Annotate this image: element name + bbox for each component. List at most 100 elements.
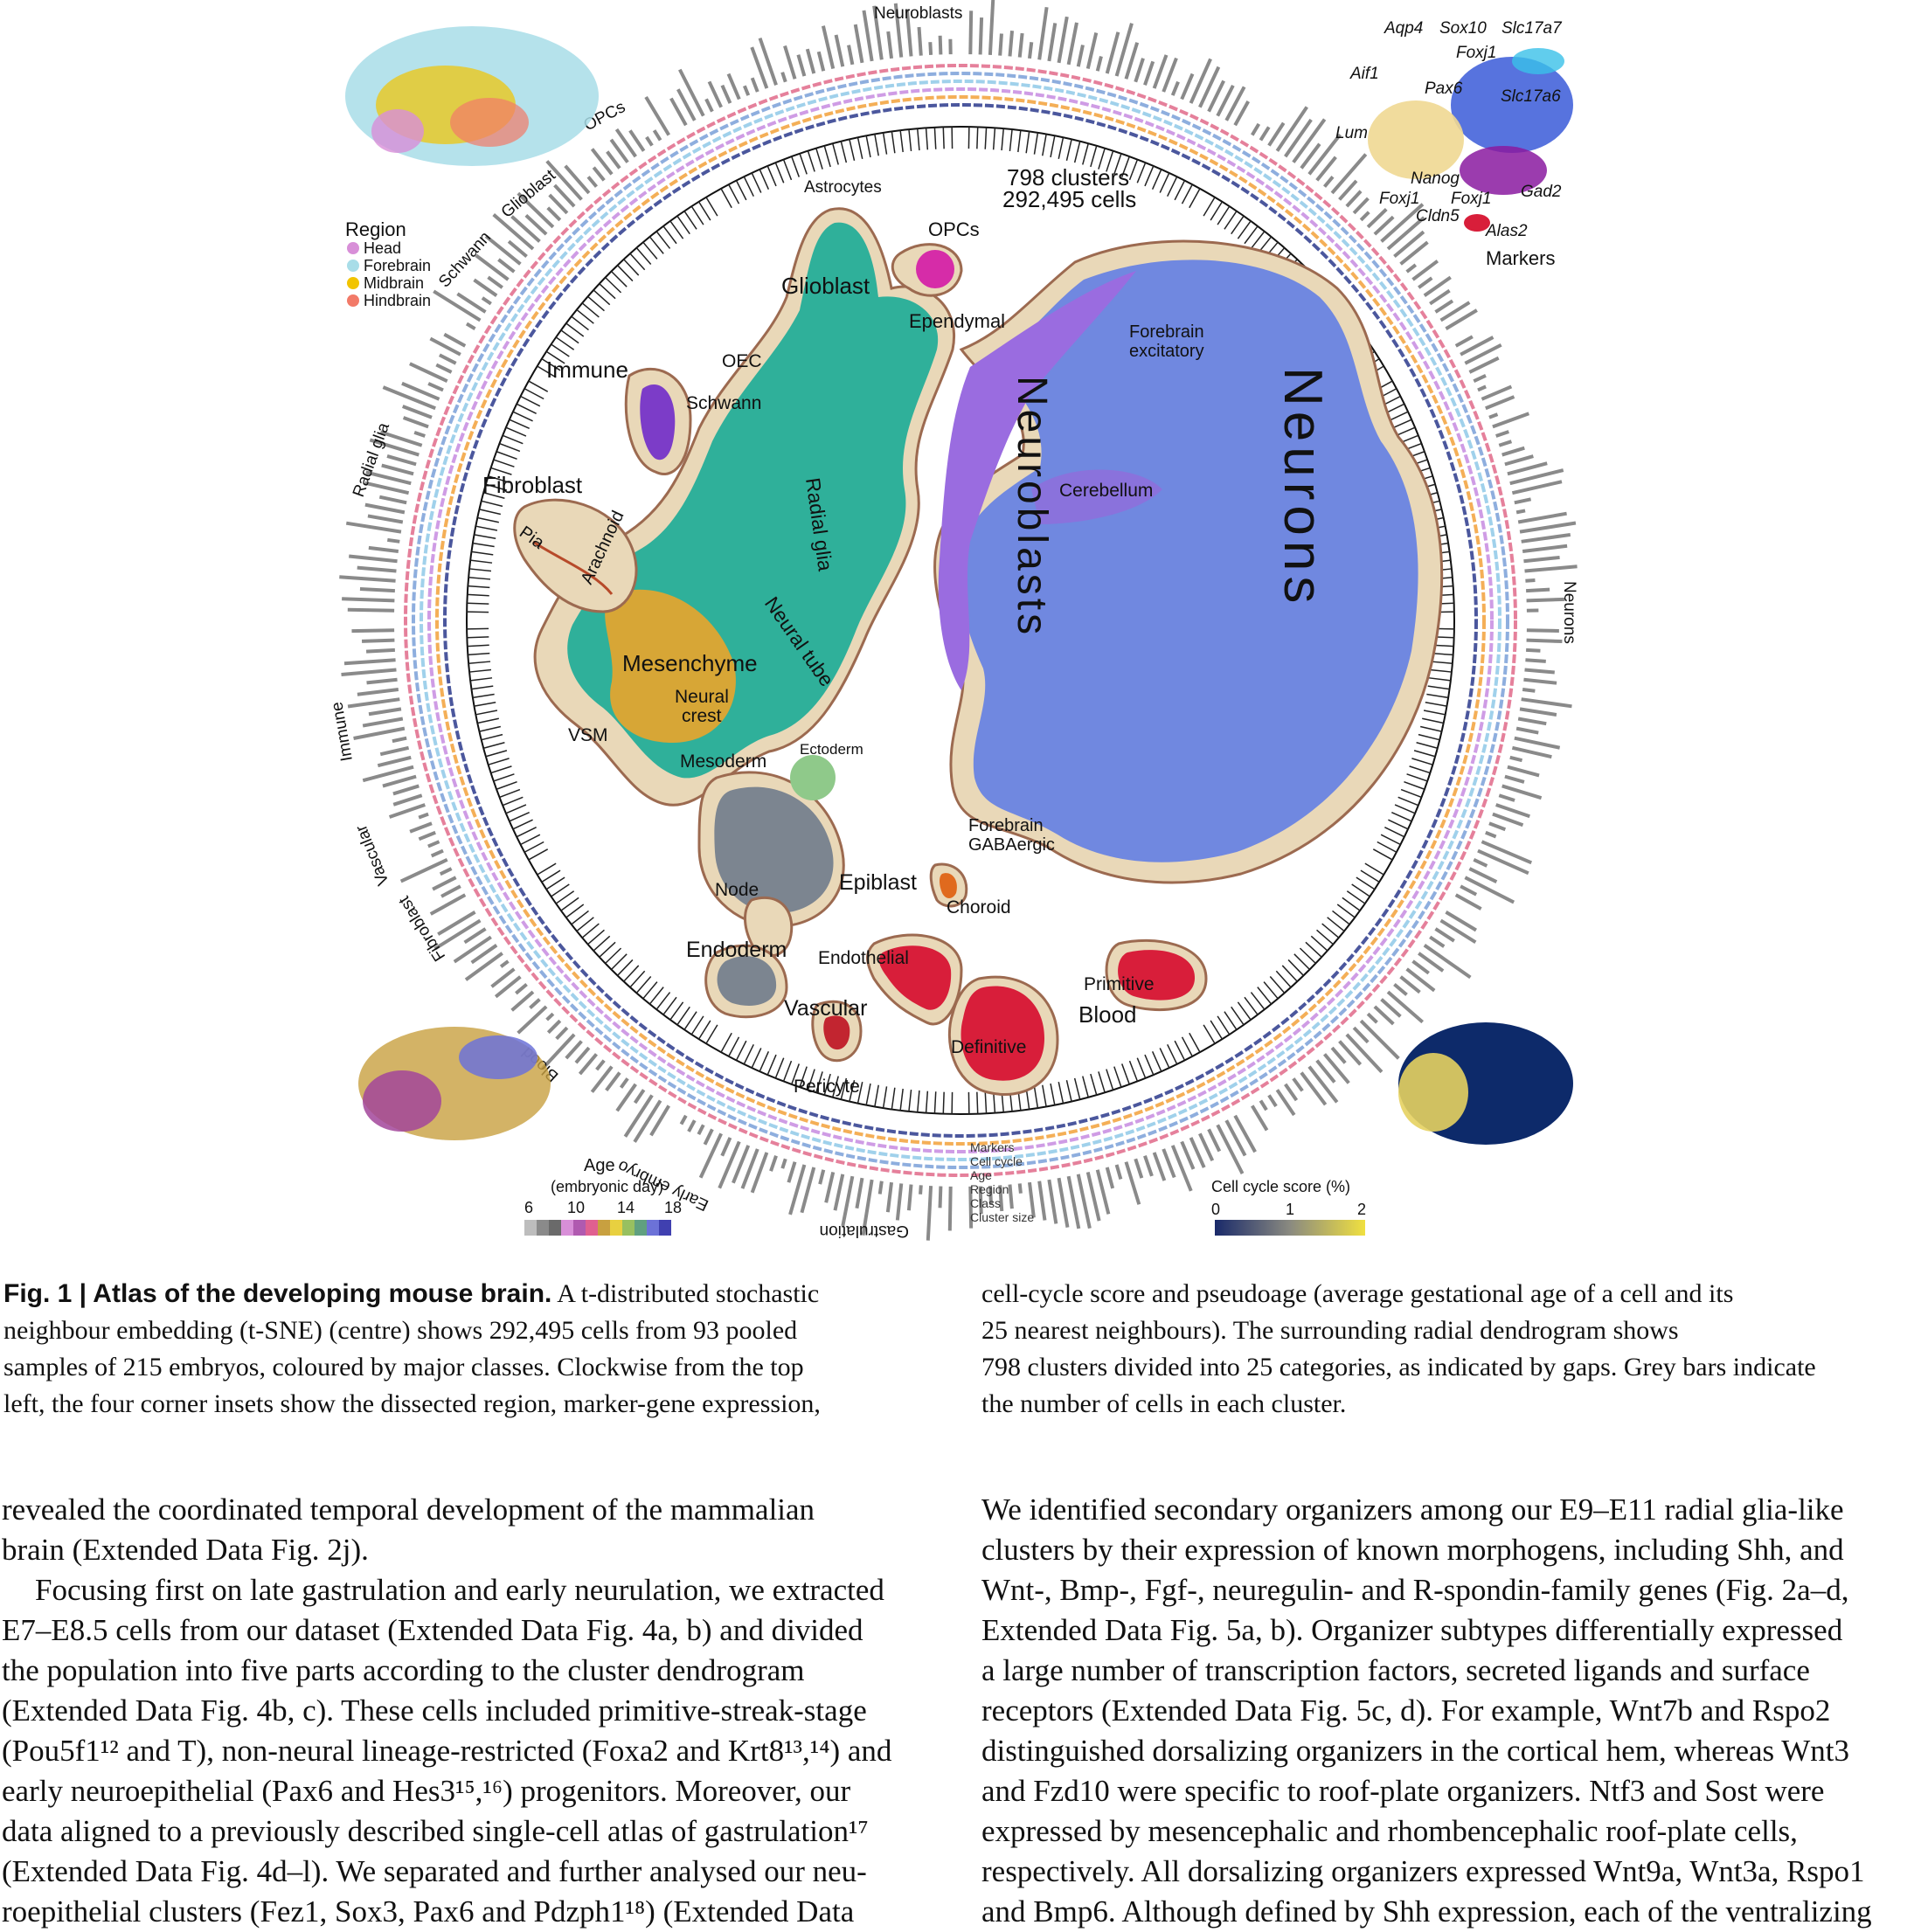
cluster-size-bar	[1441, 920, 1476, 942]
cluster-size-bar	[1493, 413, 1529, 426]
dendrogram-branch	[759, 1051, 768, 1071]
cluster-size-bar	[940, 1187, 941, 1208]
dendrogram-branch	[1066, 139, 1071, 160]
cluster-size-bar	[367, 680, 398, 683]
cluster-size-bar	[547, 1014, 553, 1020]
dendrogram-branch	[1342, 897, 1360, 911]
dendrogram-branch	[1373, 849, 1392, 860]
dendrogram-branch	[684, 211, 697, 230]
dendrogram-branch	[699, 202, 711, 220]
dendrogram-branch	[1282, 966, 1297, 981]
cluster-size-bar	[880, 1181, 882, 1195]
cluster-size-bar	[940, 36, 941, 55]
region-inset: Region Head Forebrain Midbrain Hindbrain	[345, 26, 599, 309]
cluster-size-bar	[357, 568, 397, 571]
dendrogram-branch	[808, 151, 815, 172]
cluster-size-bar	[368, 516, 403, 522]
dendrogram-branch	[1189, 189, 1200, 208]
cluster-size-bar	[1286, 120, 1312, 156]
cluster-size-bar	[1388, 992, 1423, 1021]
dendrogram-branch	[513, 820, 533, 829]
dendrogram-branch	[588, 296, 605, 310]
cluster-size-bar	[366, 650, 395, 652]
region-legend-items: Head Forebrain Midbrain Hindbrain	[347, 239, 431, 309]
cluster-size-bar	[387, 456, 416, 464]
dendrogram-branch	[875, 1085, 878, 1107]
dendrogram-branch	[977, 1092, 978, 1114]
cluster-size-bar	[617, 1084, 635, 1111]
dendrogram-branch	[618, 266, 633, 281]
dendrogram-branch	[1189, 1033, 1200, 1052]
cluster-size-bar	[655, 130, 661, 140]
dendrogram-branch	[699, 1021, 711, 1039]
cluster-size-bar	[1173, 1146, 1191, 1191]
age-inset-blue	[459, 1035, 537, 1079]
cluster-size-bar	[1430, 937, 1444, 946]
legend-label-hindbrain: Hindbrain	[364, 292, 431, 309]
label-cerebellum: Cerebellum	[1059, 481, 1153, 501]
cellcycle-tick-1: 1	[1286, 1201, 1294, 1218]
dendrogram-branch	[1238, 1002, 1251, 1020]
dendrogram-branch	[468, 586, 489, 588]
label-forebrain-gaba-2: GABAergic	[968, 835, 1055, 855]
dendrogram-branch	[926, 128, 928, 149]
cluster-size-bar	[1505, 456, 1533, 464]
cluster-size-bar	[785, 46, 795, 80]
cluster-size-bar	[1098, 1170, 1109, 1215]
dendrogram-branch	[1168, 1044, 1177, 1063]
dendrogram-branch	[1217, 1016, 1230, 1035]
dendrogram-branch	[1043, 1085, 1046, 1107]
marker-sox10: Sox10	[1439, 19, 1487, 38]
cluster-size-bar	[1325, 1054, 1349, 1083]
cluster-size-bar	[625, 1095, 652, 1136]
dendrogram-branch	[1356, 877, 1375, 890]
dendrogram-branch	[884, 133, 887, 155]
cluster-size-bar	[1191, 59, 1211, 103]
cluster-size-bar	[1059, 17, 1067, 63]
marker-foxj1-b: Foxj1	[1379, 190, 1419, 208]
cluster-size-bar	[607, 151, 620, 168]
dendrogram-branch	[909, 129, 912, 151]
ring-label-immune: Immune	[328, 701, 357, 763]
dendrogram-branch	[1410, 766, 1431, 773]
cluster-size-bar	[383, 777, 416, 786]
dendrogram-branch	[721, 189, 732, 208]
dendrogram-branch	[593, 290, 610, 305]
body-left-line-6: (Extended Data Fig. 4b, c). These cells …	[2, 1691, 941, 1731]
age-colorbar-segment	[622, 1220, 635, 1236]
label-choroid: Choroid	[947, 897, 1011, 918]
body-left-line-7: (Pou5f1¹² and T), non-neural lineage-res…	[2, 1731, 941, 1771]
legend-dot-forebrain	[347, 260, 359, 272]
cluster-size-bar	[1309, 1067, 1337, 1103]
cluster-size-bar	[379, 497, 406, 503]
cluster-size-bar	[1155, 55, 1167, 88]
cluster-size-bar	[647, 137, 652, 146]
cluster-size-bar	[1508, 767, 1539, 776]
cluster-size-bar	[380, 748, 408, 754]
cluster-size-bar	[565, 166, 589, 193]
cluster-size-bar	[849, 45, 852, 65]
legend-label-head: Head	[364, 239, 401, 257]
label-opcs: OPCs	[928, 218, 980, 240]
label-primitive: Primitive	[1084, 974, 1155, 994]
dendrogram-branch	[500, 444, 520, 452]
dendrogram-branch	[1251, 232, 1264, 249]
dendrogram-branch	[467, 603, 489, 604]
dendrogram-branch	[1182, 184, 1193, 204]
cluster-size-bar	[1407, 969, 1435, 991]
cluster-size-bar	[1418, 278, 1432, 287]
cluster-size-bar	[576, 1048, 589, 1063]
cluster-size-bar	[588, 177, 596, 186]
atlas-figure: Astrocytes OPCs Glioblast Ependymal OEC …	[0, 0, 1921, 1250]
ring-label-schwann: Schwann	[435, 228, 495, 291]
label-pericyte: Pericyte	[794, 1077, 860, 1097]
track-labels: Markers Cell cycle Age Region Class Clus…	[970, 1140, 1034, 1224]
cluster-size-bar	[1516, 510, 1525, 512]
dendrogram-branch	[611, 954, 627, 970]
legend-label-midbrain: Midbrain	[364, 274, 424, 292]
age-legend-subtitle: (embryonic day)	[551, 1178, 663, 1195]
dendrogram-branch	[784, 1061, 792, 1081]
dendrogram-branch	[1270, 977, 1284, 994]
cluster-size-bar	[1135, 1159, 1141, 1178]
dendrogram-branch	[1160, 1048, 1169, 1068]
